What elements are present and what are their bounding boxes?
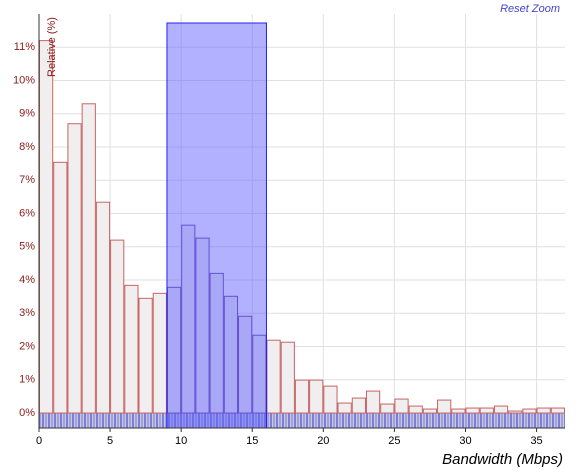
bar — [493, 405, 509, 414]
bar — [323, 385, 338, 414]
x-tick-label: 25 — [388, 435, 400, 447]
bar — [53, 161, 68, 414]
bar — [67, 123, 82, 414]
bar — [81, 103, 96, 414]
x-axis-label: Bandwidth (Mbps) — [442, 451, 563, 468]
y-tick-label: 5% — [19, 241, 35, 253]
bar — [39, 40, 54, 414]
bar — [394, 398, 409, 414]
bar — [351, 397, 366, 414]
bar — [380, 403, 395, 414]
x-tick-label: 10 — [175, 435, 187, 447]
y-tick-label: 2% — [19, 340, 35, 352]
bar — [280, 341, 295, 414]
bar — [522, 408, 537, 414]
bar — [550, 407, 566, 414]
bar — [408, 405, 423, 414]
bar — [365, 390, 381, 414]
selection-brush[interactable] — [166, 22, 267, 429]
bar — [252, 334, 267, 414]
y-tick-label: 11% — [14, 41, 35, 53]
bar — [337, 402, 352, 414]
y-tick-label: 7% — [19, 174, 35, 186]
x-tick-label: 15 — [246, 435, 258, 447]
x-tick-label: 35 — [530, 435, 542, 447]
bar — [124, 284, 139, 414]
bar — [451, 408, 466, 414]
bar — [195, 237, 210, 414]
bar — [309, 379, 324, 414]
x-tick-label: 0 — [36, 435, 42, 447]
bar — [238, 315, 253, 414]
bar — [181, 224, 196, 414]
x-tick-label: 30 — [459, 435, 471, 447]
x-tick-label: 20 — [317, 435, 329, 447]
bar — [536, 407, 551, 414]
y-tick-label: 8% — [19, 141, 35, 153]
bar — [508, 410, 523, 414]
bar — [422, 408, 438, 414]
y-tick-label: 6% — [19, 207, 35, 219]
bar — [95, 201, 111, 414]
y-tick-label: 4% — [19, 274, 35, 286]
rug-strip — [39, 413, 565, 428]
bar — [138, 297, 153, 414]
reset-zoom-button[interactable]: Reset Zoom — [500, 3, 560, 15]
bar — [465, 407, 480, 414]
bar — [479, 407, 494, 414]
y-tick-label: 0% — [19, 407, 35, 419]
y-axis-label: Relative (%) — [46, 17, 58, 77]
x-tick-label: 5 — [107, 435, 113, 447]
y-tick-label: 10% — [13, 74, 35, 86]
bar — [266, 339, 281, 414]
bar — [437, 399, 452, 414]
bar — [223, 295, 239, 414]
bar — [209, 272, 224, 414]
bar — [294, 379, 310, 414]
bar — [110, 239, 125, 414]
y-tick-label: 3% — [19, 307, 35, 319]
bar — [152, 292, 167, 414]
y-tick-label: 9% — [19, 108, 35, 120]
y-tick-label: 1% — [19, 374, 35, 386]
